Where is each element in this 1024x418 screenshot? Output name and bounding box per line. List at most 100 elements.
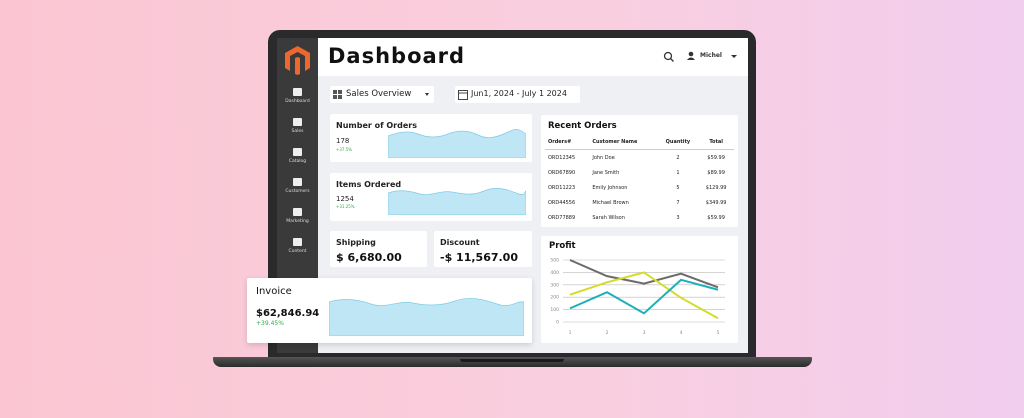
nav-icon xyxy=(293,208,302,216)
y-tick-label: 400 xyxy=(550,270,559,276)
y-tick-label: 100 xyxy=(550,307,559,313)
table-cell: ORD11223 xyxy=(548,184,576,191)
user-caret xyxy=(731,55,737,58)
table-cell: Michael Brown xyxy=(592,199,629,206)
grid-icon xyxy=(333,90,342,99)
table-cell: Sarah Wilson xyxy=(592,214,625,221)
invoice-card: Invoice $62,846.94 +39.45% xyxy=(247,278,532,343)
x-tick-label: 4 xyxy=(680,330,683,336)
card-change: +39.45% xyxy=(256,320,284,327)
y-tick-label: 300 xyxy=(550,282,559,288)
x-tick-label: 2 xyxy=(606,330,609,336)
nav-item[interactable]: Catalog xyxy=(277,148,318,164)
nav-icon xyxy=(293,118,302,126)
view-caret xyxy=(425,93,429,96)
card-value: $62,846.94 xyxy=(256,308,320,319)
nav-item[interactable]: Marketing xyxy=(277,208,318,224)
y-tick-label: 200 xyxy=(550,295,559,301)
profit-card: Profit 0 100 200 300 400 500 1 2 3 4 5 xyxy=(541,236,738,343)
table-row: ORD77889 Sarah Wilson 3 $59.99 xyxy=(545,210,734,225)
nav-label: Catalog xyxy=(288,159,307,164)
card-value: -$ 11,567.00 xyxy=(440,251,518,264)
x-tick-label: 1 xyxy=(569,330,572,336)
laptop-base xyxy=(213,357,812,367)
profit-chart: Profit 0 100 200 300 400 500 1 2 3 4 5 xyxy=(549,241,725,336)
nav-item[interactable]: Content xyxy=(277,238,318,254)
card-title: Items Ordered xyxy=(336,180,402,189)
nav-label: Customers xyxy=(285,189,310,194)
nav-label: Marketing xyxy=(286,219,309,224)
orders-card: Number of Orders 178 +37.5% xyxy=(330,114,532,162)
table-cell: 3 xyxy=(676,214,680,221)
page-title: Dashboard xyxy=(328,44,466,68)
nav-item[interactable]: Dashboard xyxy=(277,88,318,104)
items-card: Items Ordered 1254 +31.25% xyxy=(330,173,532,221)
table-cell: $59.99 xyxy=(707,214,725,221)
table-cell: ORD77889 xyxy=(548,214,576,221)
x-tick-label: 3 xyxy=(643,330,646,336)
sparkline xyxy=(388,188,526,215)
nav-icon xyxy=(293,238,302,246)
card-change: +37.5% xyxy=(336,147,353,152)
card-title: Number of Orders xyxy=(336,121,417,130)
y-tick-label: 500 xyxy=(550,258,559,264)
table-cell: ORD12345 xyxy=(548,154,576,161)
series-line xyxy=(569,259,719,289)
table-cell: $129.99 xyxy=(705,184,727,191)
table-row: ORD67890 Jane Smith 1 $89.99 xyxy=(545,165,734,180)
sparkline xyxy=(329,298,524,336)
y-tick-label: 0 xyxy=(556,320,559,326)
view-label: Sales Overview xyxy=(346,89,412,99)
logo xyxy=(284,45,311,75)
date-picker[interactable]: Jun1, 2024 - July 1 2024 xyxy=(455,86,580,103)
card-value: 1254 xyxy=(336,195,354,203)
card-change: +31.25% xyxy=(336,204,355,209)
nav-item[interactable]: Customers xyxy=(277,178,318,194)
nav-label: Dashboard xyxy=(285,99,310,104)
card-title: Invoice xyxy=(256,286,292,297)
table-cell: Jane Smith xyxy=(592,169,620,176)
series-line xyxy=(569,278,719,315)
nav-label: Content xyxy=(288,249,307,254)
table-cell: Emily Johnson xyxy=(592,184,628,191)
date-label: Jun1, 2024 - July 1 2024 xyxy=(471,89,567,98)
nav-icon xyxy=(293,178,302,186)
table-cell: 2 xyxy=(676,154,680,161)
nav-item[interactable]: Sales xyxy=(277,118,318,134)
card-value: $ 6,680.00 xyxy=(336,251,402,264)
table-row: ORD12345 John Doe 2 $59.99 xyxy=(545,150,734,166)
table-cell: John Doe xyxy=(592,154,615,161)
laptop-notch xyxy=(460,359,564,362)
orders-table: Orders# Customer Name Quantity Total ORD1234… xyxy=(545,134,734,225)
card-title: Recent Orders xyxy=(548,121,617,131)
table-cell: ORD44556 xyxy=(548,199,576,206)
column-header: Quantity xyxy=(657,134,699,150)
search-icon[interactable] xyxy=(663,51,675,63)
column-header: Orders# xyxy=(545,134,590,150)
nav-icon xyxy=(293,148,302,156)
discount-card: Discount -$ 11,567.00 xyxy=(434,231,532,267)
column-header: Customer Name xyxy=(589,134,658,150)
table-cell: $59.99 xyxy=(707,154,725,161)
header xyxy=(318,38,748,76)
card-value: 178 xyxy=(336,137,350,145)
user-icon[interactable] xyxy=(686,51,696,61)
table-cell: 5 xyxy=(676,184,680,191)
recent-orders-card: Recent Orders Orders# Customer Name Quanti… xyxy=(541,115,738,227)
calendar-icon xyxy=(458,90,468,100)
view-dropdown[interactable]: Sales Overview xyxy=(330,86,434,103)
table-row: ORD11223 Emily Johnson 5 $129.99 xyxy=(545,180,734,195)
column-header: Total xyxy=(698,134,734,150)
user-name[interactable]: Michel xyxy=(700,52,722,59)
x-tick-label: 5 xyxy=(717,330,720,336)
table-cell: $349.99 xyxy=(705,199,727,206)
table-cell: 1 xyxy=(676,169,680,176)
shipping-card: Shipping $ 6,680.00 xyxy=(330,231,427,267)
nav-label: Sales xyxy=(291,129,304,134)
card-title: Shipping xyxy=(336,238,376,247)
chart-title: Profit xyxy=(549,241,576,251)
table-cell: ORD67890 xyxy=(548,169,576,176)
nav-icon xyxy=(293,88,302,96)
series-line xyxy=(569,271,719,320)
